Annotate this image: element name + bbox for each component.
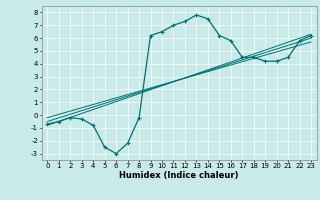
X-axis label: Humidex (Indice chaleur): Humidex (Indice chaleur) bbox=[119, 171, 239, 180]
